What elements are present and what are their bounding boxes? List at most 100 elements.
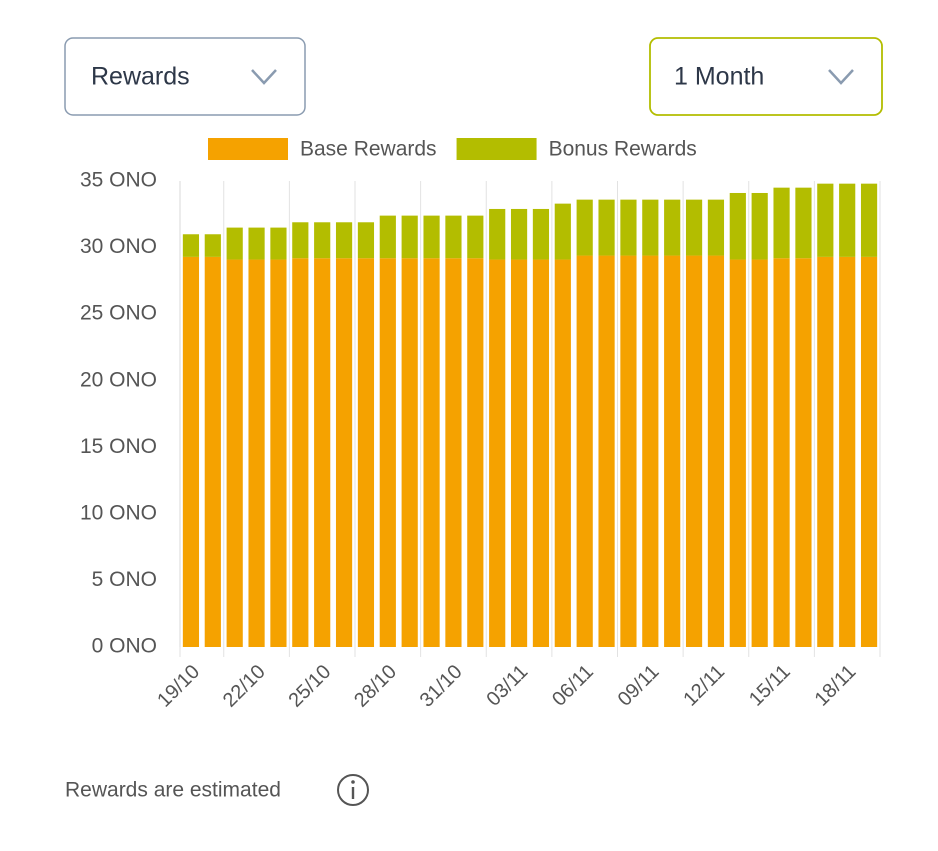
bar-segment [182,234,200,257]
x-tick-label: 25/10 [285,661,336,712]
bar-segment [292,222,309,259]
bar-segment [314,222,331,259]
dropdown-box[interactable] [64,37,306,116]
y-tick-label: 5 ONO [92,568,157,591]
legend-swatch [208,138,288,160]
y-tick-label: 35 ONO [80,169,157,192]
bar-segment [839,256,856,647]
bar-segment [707,255,725,647]
x-tick-label: 03/11 [482,661,532,711]
bar-segment [292,258,309,647]
bar-segment [182,256,200,647]
x-tick-label: 15/11 [745,661,795,711]
bar-segment [510,208,528,260]
bar-segment [664,255,681,647]
bar-segment [664,199,681,256]
bar-segment [445,215,462,259]
bar-segment [335,258,353,647]
y-tick-label: 30 ONO [80,235,157,258]
bar-segment [401,258,418,647]
bar-segment [751,259,768,647]
bar-segment [248,227,265,260]
footer-note: Rewards are estimated [65,779,281,802]
y-tick-label: 0 ONO [92,635,157,658]
bar-segment [773,187,790,259]
bar-segment [204,256,221,647]
bar-segment [357,258,375,647]
bar-segment [226,227,243,260]
bar-segment [489,259,506,647]
bar-segment [620,255,637,647]
bar-segment [620,199,637,256]
bar-segment [357,222,375,259]
y-tick-label: 15 ONO [80,435,157,458]
x-tick-label: 12/11 [679,661,729,711]
bar-segment [467,258,484,647]
legend-swatch [456,138,537,160]
plot: Base Rewards Bonus Rewards 0 ONO 5 ONO 10 ON… [80,138,881,712]
y-tick-label: 25 ONO [80,302,157,325]
info-icon[interactable] [337,774,369,806]
dropdown-label[interactable]: 1 Month [674,63,764,91]
dropdown-box[interactable] [649,37,883,116]
bar-segment [314,258,331,647]
period-dropdown[interactable]: 1 Month [649,37,883,116]
bar-segment [707,199,725,256]
bar-segment [860,183,878,257]
bar-segment [379,258,396,647]
bar-segment [642,255,659,647]
x-tick-label: 31/10 [416,661,467,712]
bar-segment [576,199,593,256]
bar-segment [860,256,878,647]
bar-segment [532,259,550,647]
bar-segment [554,203,571,260]
bar-segment [510,259,528,647]
bar-segment [554,259,571,647]
bar-segment [817,256,834,647]
bar-segment [423,215,440,259]
bar-segment [795,187,812,259]
bar-segment [751,192,768,260]
info-dot[interactable] [351,780,355,784]
bar-segment [839,183,856,257]
bar-segment [576,255,593,647]
bar-segment [729,192,746,260]
bar-segment [598,255,615,647]
bar-segment [773,258,790,647]
bar-segment [685,255,703,647]
bar-segment [532,208,550,260]
bar-segment [467,215,484,259]
bar-segment [204,234,221,257]
y-tick-label: 20 ONO [80,368,157,391]
bar-segment [598,199,615,256]
x-tick-label: 09/11 [614,661,664,711]
bar-segment [489,208,506,260]
bar-segment [401,215,418,259]
bar-segment [270,227,287,260]
bar-segment [817,183,834,257]
legend-label: Bonus Rewards [549,138,697,161]
x-tick-label: 18/11 [811,661,861,711]
info-circle[interactable] [337,774,369,806]
chevron[interactable] [828,69,854,85]
bar-segment [226,259,243,647]
bar-segment [642,199,659,256]
bar-segment [335,222,353,259]
chevron[interactable] [251,69,277,85]
bar-segment [729,259,746,647]
bar-segment [248,259,265,647]
metric-dropdown[interactable]: Rewards [64,37,306,116]
bar-segment [379,215,396,259]
bar-segment [685,199,703,256]
dropdown-label[interactable]: Rewards [91,63,190,91]
bar-segment [445,258,462,647]
x-tick-label: 28/10 [350,661,401,712]
x-tick-label: 19/10 [153,661,204,712]
y-tick-label: 10 ONO [80,501,157,524]
bar-segment [795,258,812,647]
x-tick-label: 22/10 [219,661,270,712]
bar-segment [270,259,287,647]
x-tick-label: 06/11 [548,661,598,711]
